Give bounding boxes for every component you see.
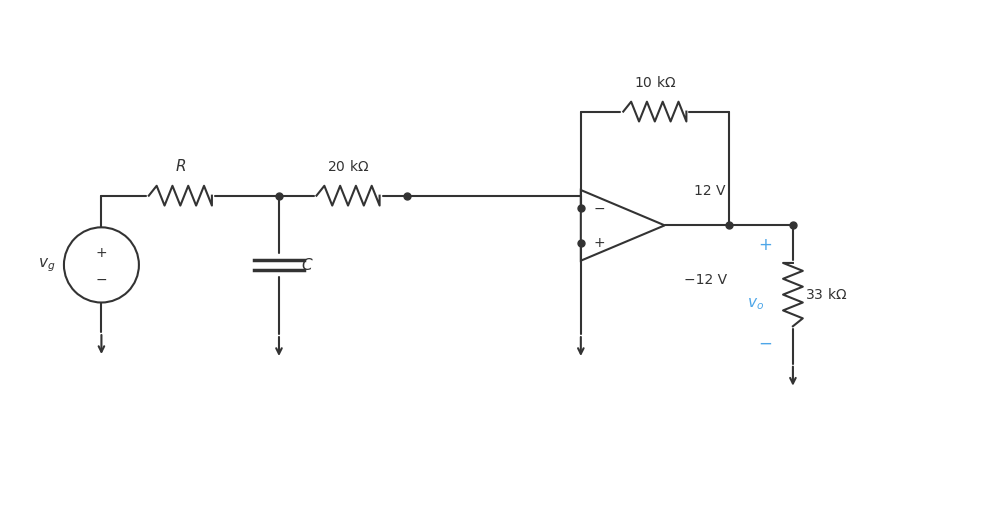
Text: $+$: $+$ — [592, 236, 605, 250]
Text: −: − — [758, 335, 772, 353]
Text: $-$: $-$ — [592, 201, 605, 215]
Text: 12 V: 12 V — [694, 184, 726, 198]
Text: 33 k$\Omega$: 33 k$\Omega$ — [805, 287, 847, 302]
Text: 10 k$\Omega$: 10 k$\Omega$ — [634, 75, 676, 90]
Text: $R$: $R$ — [175, 158, 186, 174]
Text: +: + — [95, 246, 107, 260]
Text: 20 k$\Omega$: 20 k$\Omega$ — [327, 159, 369, 174]
Text: −12 V: −12 V — [684, 273, 727, 287]
Text: −: − — [95, 273, 107, 287]
Text: $C$: $C$ — [301, 257, 313, 273]
Text: $v_o$: $v_o$ — [747, 297, 764, 312]
Text: +: + — [758, 236, 772, 254]
Text: $v_g$: $v_g$ — [39, 256, 56, 273]
